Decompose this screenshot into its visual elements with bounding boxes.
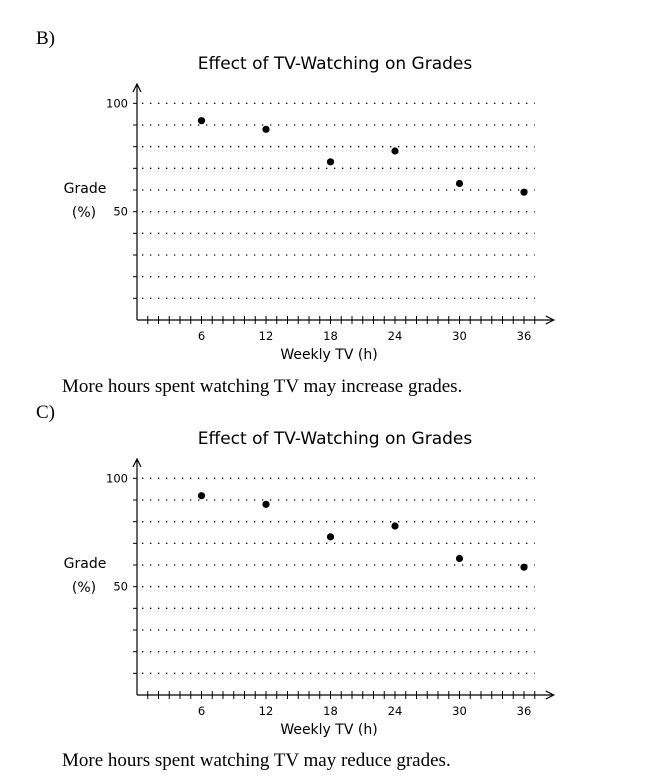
option-b-caption: More hours spent watching TV may increas… bbox=[62, 376, 463, 397]
x-tick-label: 24 bbox=[388, 704, 403, 718]
option-c-label: C) bbox=[36, 402, 55, 423]
data-point bbox=[326, 533, 335, 541]
x-tick-label: 6 bbox=[198, 329, 205, 343]
y-axis-arrow bbox=[132, 457, 142, 468]
x-tick-label: 30 bbox=[452, 704, 467, 718]
y-axis-unit-label: (%) bbox=[72, 580, 96, 596]
data-point bbox=[326, 158, 335, 166]
data-point bbox=[455, 554, 464, 563]
y-tick-label: 50 bbox=[113, 580, 128, 594]
data-point bbox=[520, 188, 528, 196]
chart-title: Effect of TV-Watching on Grades bbox=[198, 54, 473, 74]
x-tick-label: 18 bbox=[323, 329, 338, 343]
scatter-chart-c: Effect of TV-Watching on Grades 6 12 18 24 30… bbox=[64, 429, 556, 738]
data-point bbox=[262, 125, 270, 133]
data-point bbox=[197, 117, 206, 125]
x-axis-arrow bbox=[545, 315, 556, 325]
y-tick-label: 100 bbox=[106, 96, 128, 110]
x-tick-label: 36 bbox=[517, 704, 532, 718]
x-tick-label: 12 bbox=[259, 329, 274, 343]
y-axis-arrow bbox=[132, 82, 142, 93]
x-tick-label: 6 bbox=[198, 704, 205, 718]
data-point bbox=[262, 500, 270, 508]
x-axis-arrow bbox=[545, 690, 556, 700]
x-tick-label: 24 bbox=[388, 329, 403, 343]
x-axis-label: Weekly TV (h) bbox=[280, 347, 377, 363]
data-point bbox=[391, 522, 399, 530]
y-tick-label: 100 bbox=[106, 471, 128, 485]
y-axis-label: Grade bbox=[64, 181, 107, 197]
chart-title: Effect of TV-Watching on Grades bbox=[198, 429, 473, 449]
option-b-label: B) bbox=[36, 28, 55, 49]
y-axis-label: Grade bbox=[64, 556, 107, 572]
scatter-chart-b: Effect of TV-Watching on Grades 6 12 18 24 30… bbox=[64, 54, 556, 363]
x-tick-label: 36 bbox=[517, 329, 532, 343]
data-point bbox=[455, 179, 464, 188]
x-tick-label: 18 bbox=[323, 704, 338, 718]
x-axis-label: Weekly TV (h) bbox=[280, 722, 377, 738]
data-point bbox=[391, 147, 399, 155]
x-tick-label: 30 bbox=[452, 329, 467, 343]
option-c-caption: More hours spent watching TV may reduce … bbox=[62, 750, 451, 771]
data-point bbox=[520, 563, 528, 571]
x-tick-label: 12 bbox=[259, 704, 274, 718]
y-tick-label: 50 bbox=[113, 205, 128, 219]
data-point bbox=[197, 492, 206, 500]
y-axis-unit-label: (%) bbox=[72, 205, 96, 221]
